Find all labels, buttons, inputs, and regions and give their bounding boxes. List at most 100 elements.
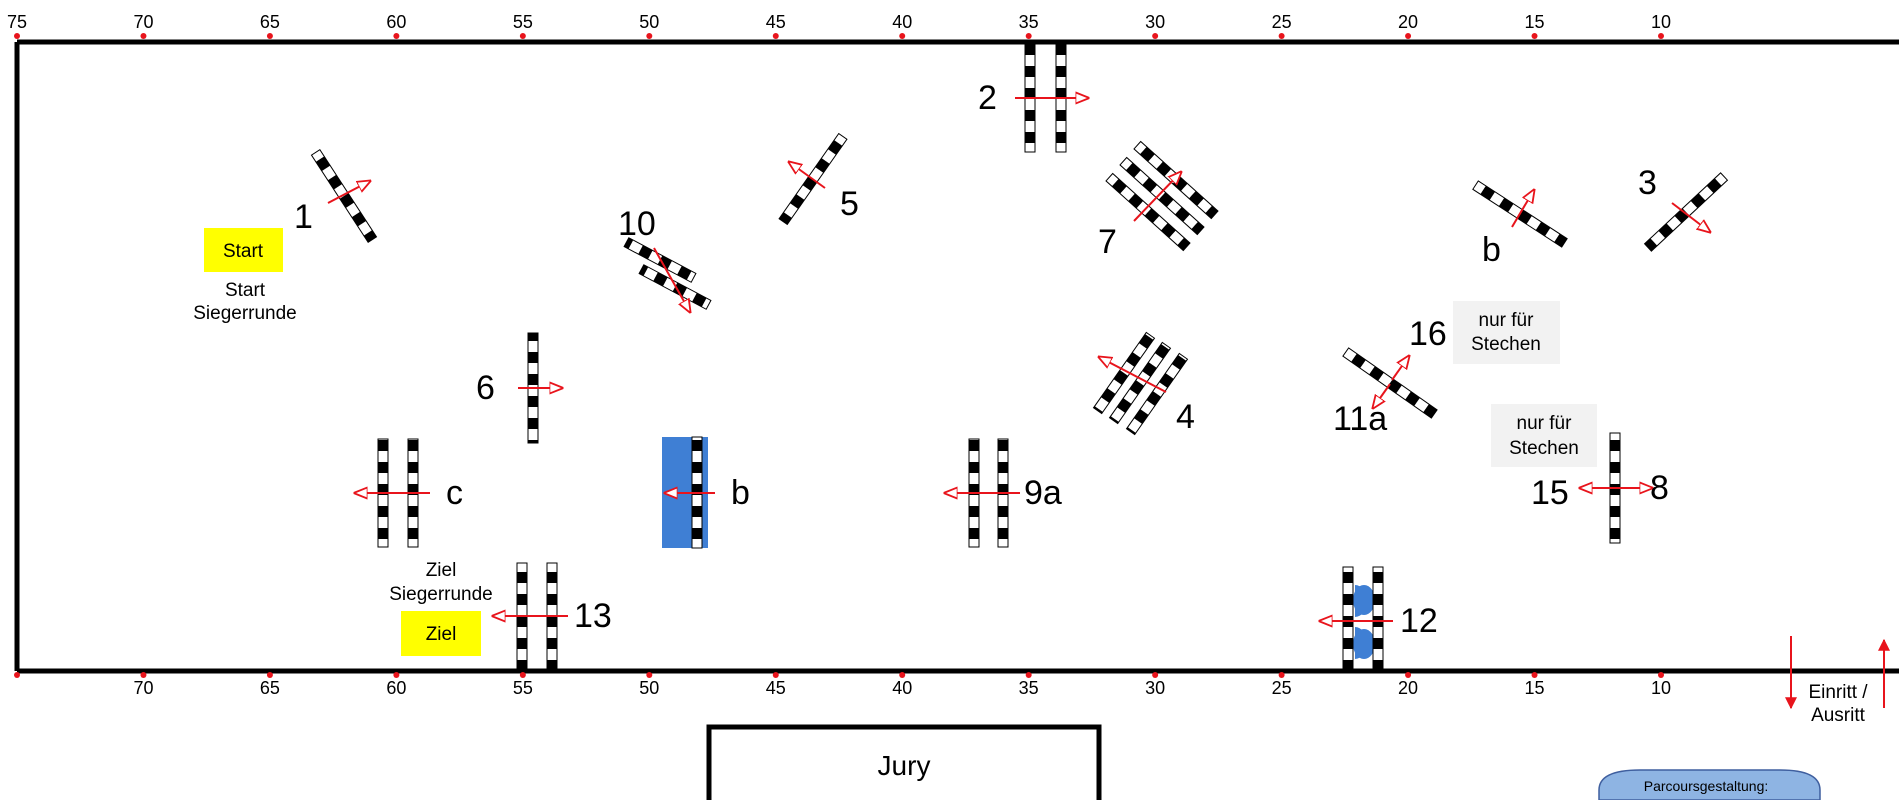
ruler-top-label: 25 (1272, 12, 1292, 32)
obstacle-label-7: 7 (1098, 223, 1117, 261)
ruler-bottom-tick (266, 672, 273, 678)
info-stechen-1-line1: nur für (1479, 310, 1535, 331)
ruler-bottom-tick (1531, 672, 1538, 678)
parcours-box (1598, 769, 1821, 801)
ruler-bottom-label: 55 (513, 678, 533, 698)
obstacle-label-b-right: b (1482, 231, 1501, 269)
obstacle-label-3: 3 (1638, 164, 1657, 202)
ruler-top-label: 70 (133, 12, 153, 32)
obstacle-4[interactable] (1092, 331, 1189, 436)
ruler-top-tick (1531, 33, 1538, 39)
direction-arrow (327, 181, 370, 204)
ruler-top-label: 50 (639, 12, 659, 32)
start-siegerrunde-label-2: Siegerrunde (193, 303, 297, 324)
direction-arrow (1133, 172, 1181, 222)
ruler-bottom-label: 20 (1398, 678, 1418, 698)
obstacle-label-5: 5 (840, 185, 859, 223)
ruler-bottom-tick (1405, 672, 1412, 678)
ruler-bottom-tick (519, 672, 526, 678)
ruler-top-tick (772, 33, 779, 39)
obstacle-label-8: 8 (1650, 469, 1669, 507)
ruler-bottom-tick (1025, 672, 1032, 678)
ruler-top-label: 35 (1019, 12, 1039, 32)
ruler-bottom-label: 70 (133, 678, 153, 698)
direction-arrow (653, 247, 690, 312)
ruler-bottom-tick (140, 672, 147, 678)
ruler-top-tick (646, 33, 653, 39)
obstacle-1[interactable] (310, 148, 378, 244)
obstacle-label-15: 15 (1531, 474, 1569, 512)
jury-label: Jury (878, 750, 931, 781)
ruler-top-tick (1278, 33, 1285, 39)
ruler-bottom-label: 65 (260, 678, 280, 698)
info-stechen-1-line2: Stechen (1471, 334, 1541, 355)
ruler-top-tick (266, 33, 273, 39)
ruler-top-label: 65 (260, 12, 280, 32)
ruler-bottom-label: 30 (1145, 678, 1165, 698)
ruler-top-label: 30 (1145, 12, 1165, 32)
ziel-box (401, 611, 481, 656)
ruler-bottom-tick (1658, 672, 1664, 678)
ruler-top-label: 10 (1651, 12, 1671, 32)
jury-box (706, 724, 1102, 805)
ruler-top-label: 55 (513, 12, 533, 32)
ruler-top-label: 20 (1398, 12, 1418, 32)
einritt-label: Einritt / (1808, 682, 1868, 703)
start-box-label: Start (223, 241, 264, 262)
ruler-top-tick (519, 33, 526, 39)
ruler-bottom-tick (899, 672, 906, 678)
ruler-top-label: 40 (892, 12, 912, 32)
ruler-top: 75 70 65 60 55 50 45 40 35 30 25 20 15 10 (7, 12, 1671, 39)
ruler-bottom-tick (393, 672, 400, 678)
obstacle-label-11a: 11a (1333, 400, 1387, 438)
ruler-top-label: 60 (386, 12, 406, 32)
ruler-top-tick (1025, 33, 1032, 39)
ruler-top-tick (140, 33, 147, 39)
obstacle-label-9a: 9a (1024, 474, 1062, 512)
ruler-bottom-label: 45 (766, 678, 786, 698)
ziel-box-label: Ziel (426, 624, 457, 645)
obstacle-label-b: b (731, 474, 750, 512)
info-stechen-2-line2: Stechen (1509, 438, 1579, 459)
obstacle-label-4: 4 (1176, 398, 1195, 436)
info-box-stechen-2 (1491, 404, 1597, 467)
ruler-top-label: 45 (766, 12, 786, 32)
ruler-bottom-label: 10 (1651, 678, 1671, 698)
ruler-bottom-tick (772, 672, 779, 678)
obstacle-label-6: 6 (476, 369, 495, 407)
ruler-bottom-label: 25 (1272, 678, 1292, 698)
ruler-top-tick (14, 33, 20, 39)
ruler-top-tick (899, 33, 906, 39)
obstacle-3[interactable] (1643, 172, 1729, 252)
ruler-top-tick (393, 33, 400, 39)
ruler-bottom-label: 50 (639, 678, 659, 698)
arena-border (14, 39, 1899, 674)
info-stechen-2-line1: nur für (1517, 413, 1573, 434)
obstacle-7[interactable] (1105, 140, 1219, 252)
ruler-top-tick (1658, 33, 1664, 39)
ruler-bottom-tick (1278, 672, 1285, 678)
obstacle-label-c: c (446, 474, 463, 512)
direction-arrow (1511, 190, 1534, 228)
ruler-bottom-label: 35 (1019, 678, 1039, 698)
ziel-siegerrunde-label: Ziel (426, 560, 457, 581)
obstacle-label-16: 16 (1409, 315, 1447, 353)
ruler-top-tick (1152, 33, 1159, 39)
obstacle-label-12: 12 (1400, 602, 1438, 640)
obstacle-12[interactable] (1342, 566, 1384, 671)
obstacle-label-2: 2 (978, 79, 997, 117)
ruler-bottom-tick (1152, 672, 1159, 678)
obstacle-label-13: 13 (574, 597, 612, 635)
ruler-bottom: 70 65 60 55 50 45 40 35 30 25 20 15 10 (14, 672, 1671, 698)
ruler-top-label: 75 (7, 12, 27, 32)
direction-arrow (1671, 202, 1710, 232)
ruler-bottom-tick (14, 672, 20, 678)
obstacle-label-10: 10 (618, 205, 656, 243)
start-box (204, 228, 283, 272)
ausritt-label: Ausritt (1811, 705, 1866, 726)
direction-arrow (1391, 356, 1409, 381)
info-box-stechen-1 (1453, 301, 1560, 364)
start-siegerrunde-label: Start (225, 280, 266, 301)
ruler-bottom-tick (646, 672, 653, 678)
